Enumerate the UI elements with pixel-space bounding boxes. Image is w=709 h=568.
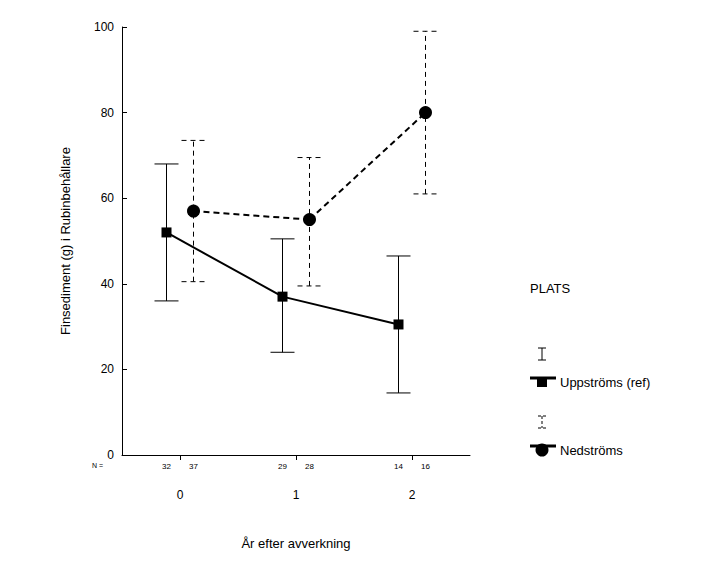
- svg-text:1: 1: [293, 488, 300, 502]
- svg-text:0: 0: [177, 488, 184, 502]
- svg-text:100: 100: [94, 20, 114, 34]
- svg-text:29: 29: [278, 462, 287, 471]
- svg-text:37: 37: [189, 462, 198, 471]
- svg-text:År efter avverkning: År efter avverkning: [241, 536, 350, 551]
- svg-text:40: 40: [101, 277, 115, 291]
- svg-text:60: 60: [101, 191, 115, 205]
- svg-text:0: 0: [107, 448, 114, 462]
- svg-text:20: 20: [101, 362, 115, 376]
- svg-text:16: 16: [421, 462, 430, 471]
- svg-text:2: 2: [409, 488, 416, 502]
- svg-text:PLATS: PLATS: [530, 281, 571, 296]
- svg-text:Nedströms: Nedströms: [560, 443, 623, 458]
- svg-text:Uppströms (ref): Uppströms (ref): [560, 375, 650, 390]
- svg-text:32: 32: [162, 462, 171, 471]
- svg-text:Finsediment (g) i Rubinbehålla: Finsediment (g) i Rubinbehållare: [58, 147, 73, 335]
- svg-text:28: 28: [305, 462, 314, 471]
- svg-text:N =: N =: [92, 462, 103, 469]
- svg-text:80: 80: [101, 106, 115, 120]
- svg-text:14: 14: [394, 462, 403, 471]
